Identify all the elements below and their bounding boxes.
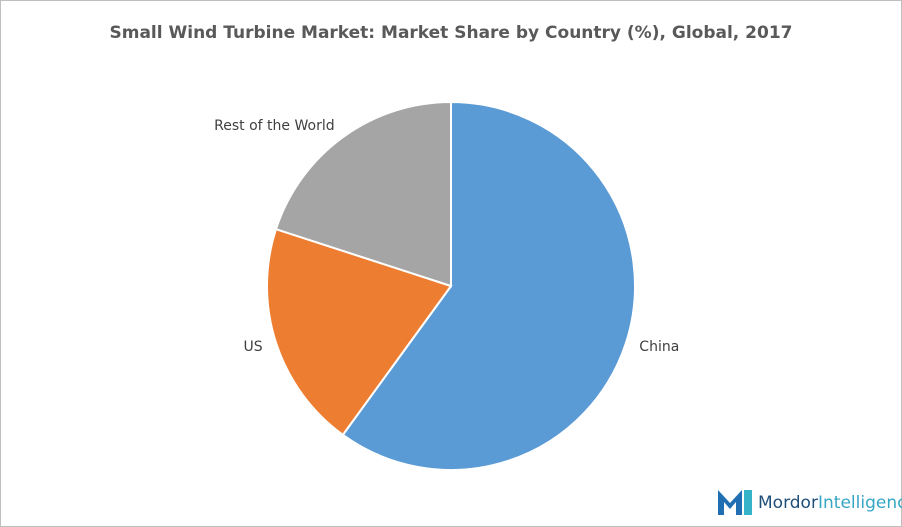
logo-icon: [718, 490, 742, 515]
chart-title: Small Wind Turbine Market: Market Share …: [110, 23, 793, 43]
logo: Mordor Intelligence: [718, 490, 902, 515]
logo-text: Mordor: [758, 493, 818, 513]
pie-slice: [341, 100, 636, 471]
slice-label: China: [639, 339, 679, 355]
logo-text: Intelligence: [818, 493, 902, 513]
slice-label: US: [244, 339, 263, 355]
slice-label: Rest of the World: [214, 118, 334, 134]
pie-slice: [274, 100, 452, 288]
logo-icon: [744, 490, 752, 515]
pie-slice: [266, 227, 453, 437]
